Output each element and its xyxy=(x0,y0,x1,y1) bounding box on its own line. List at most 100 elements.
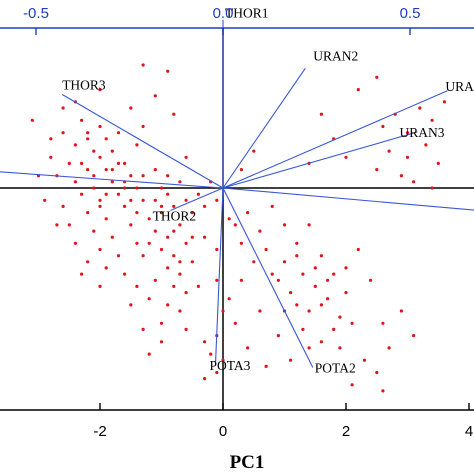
score-point xyxy=(80,161,84,165)
score-point xyxy=(430,186,434,190)
score-point xyxy=(98,155,102,159)
score-point xyxy=(252,149,256,153)
score-point xyxy=(313,284,317,288)
score-point xyxy=(344,291,348,295)
score-point xyxy=(141,174,145,178)
bottom-tick-label: -2 xyxy=(93,423,106,440)
score-point xyxy=(239,241,243,245)
score-point xyxy=(203,340,207,344)
bottom-tick-label: 0 xyxy=(219,423,227,440)
score-point xyxy=(196,284,200,288)
loading-vector-pota1 xyxy=(222,187,474,211)
loading-vector-thor3 xyxy=(61,94,224,189)
score-point xyxy=(86,168,90,172)
score-point xyxy=(184,198,188,202)
loading-vector-uran3 xyxy=(222,131,418,189)
score-point xyxy=(344,155,348,159)
score-point xyxy=(239,278,243,282)
score-point xyxy=(172,112,176,116)
loading-labels: THOR1URAN2URAN1URAN3THOR3DepthTHOR2POTA1… xyxy=(62,6,474,376)
score-point xyxy=(110,235,114,239)
score-point xyxy=(98,198,102,202)
score-point xyxy=(147,217,151,221)
score-point xyxy=(375,370,379,375)
score-point xyxy=(258,309,262,313)
score-point xyxy=(104,192,108,196)
x-axis-title: PC1 xyxy=(230,452,265,473)
loading-label-thor2: THOR2 xyxy=(153,208,197,223)
score-point xyxy=(239,168,243,172)
score-point xyxy=(289,291,293,295)
score-point xyxy=(332,327,336,331)
score-point xyxy=(123,186,127,190)
bottom-tick-label: 4 xyxy=(465,423,473,440)
score-point xyxy=(116,254,121,258)
score-point xyxy=(246,211,250,215)
score-point xyxy=(405,131,410,135)
score-point xyxy=(319,112,323,116)
loading-vector-uran2 xyxy=(222,67,306,189)
score-point xyxy=(166,303,170,307)
score-point xyxy=(166,235,170,239)
score-point xyxy=(104,217,108,221)
loading-label-uran1: URAN1 xyxy=(445,79,474,94)
score-point xyxy=(49,137,53,141)
loading-vector-thor2 xyxy=(170,187,224,211)
score-point xyxy=(141,198,145,202)
score-point xyxy=(430,118,434,122)
score-point xyxy=(184,291,188,295)
score-point xyxy=(80,118,84,122)
score-point xyxy=(424,143,428,147)
score-point xyxy=(147,297,151,301)
score-point xyxy=(110,149,114,153)
score-point xyxy=(215,278,219,282)
score-point xyxy=(405,155,410,159)
score-point xyxy=(436,161,440,165)
score-point xyxy=(227,297,231,301)
score-point xyxy=(227,217,231,221)
score-point xyxy=(129,303,133,307)
bottom-axis-ticks: -2 0 2 4 xyxy=(93,403,473,440)
score-point xyxy=(344,266,348,270)
score-point xyxy=(98,124,102,129)
score-point xyxy=(270,204,274,208)
score-point xyxy=(135,143,139,147)
score-point xyxy=(270,272,274,276)
score-point xyxy=(356,88,360,92)
score-point xyxy=(98,247,102,252)
score-point xyxy=(141,327,145,331)
score-point xyxy=(86,137,90,141)
score-point xyxy=(30,118,34,122)
score-point xyxy=(80,192,84,196)
score-point xyxy=(203,377,207,381)
loading-vectors xyxy=(0,19,474,368)
score-point xyxy=(264,364,268,368)
score-point xyxy=(319,340,323,344)
score-point xyxy=(246,346,250,350)
score-point xyxy=(258,229,262,233)
score-point xyxy=(412,334,416,338)
score-point xyxy=(307,346,311,350)
score-point xyxy=(387,149,391,153)
score-point xyxy=(49,155,53,159)
score-point xyxy=(80,272,84,276)
score-point xyxy=(159,186,164,190)
score-point xyxy=(203,235,207,239)
score-point xyxy=(307,309,311,313)
score-point xyxy=(172,254,176,258)
score-point xyxy=(123,161,127,165)
score-point xyxy=(147,352,151,356)
score-point xyxy=(98,284,102,288)
score-point xyxy=(356,247,360,252)
score-point xyxy=(104,266,108,270)
loading-vector-depth xyxy=(0,171,224,189)
score-point xyxy=(86,211,90,215)
score-point xyxy=(184,327,188,331)
score-points xyxy=(30,63,446,393)
score-point xyxy=(110,168,114,172)
score-point xyxy=(301,272,305,276)
score-point xyxy=(350,321,354,325)
score-point xyxy=(332,272,336,276)
score-point xyxy=(319,254,323,258)
score-point xyxy=(178,180,182,184)
